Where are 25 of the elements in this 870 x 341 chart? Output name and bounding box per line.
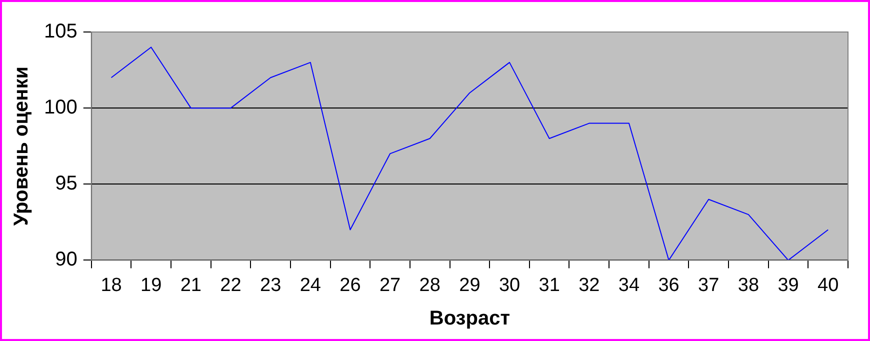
x-tick-label: 26 <box>340 274 361 296</box>
y-tick-label: 100 <box>44 96 78 119</box>
x-tick-label: 24 <box>300 274 322 296</box>
x-tick-label: 28 <box>419 274 440 296</box>
x-tick-label: 23 <box>260 274 282 296</box>
x-tick-label: 38 <box>738 274 760 296</box>
x-tick-label: 32 <box>578 274 600 296</box>
y-tick-label: 90 <box>55 248 78 271</box>
x-tick-label: 21 <box>180 274 202 296</box>
x-tick-label: 22 <box>220 274 242 296</box>
y-tick-label: 95 <box>55 172 78 195</box>
x-tick-label: 31 <box>538 274 560 296</box>
x-axis-title: Возраст <box>429 308 510 330</box>
x-tick-label: 34 <box>618 274 640 296</box>
y-tick-label: 105 <box>44 20 78 43</box>
x-tick-label: 39 <box>778 274 799 296</box>
x-tick-label: 30 <box>498 274 520 296</box>
x-tick-label: 19 <box>140 274 162 296</box>
x-tick-label: 29 <box>459 274 480 296</box>
x-tick-label: 36 <box>658 274 680 296</box>
y-axis-title: Уровень оценки <box>10 66 33 226</box>
x-tick-label: 18 <box>100 274 122 296</box>
x-tick-label: 40 <box>818 274 839 296</box>
x-tick-label: 37 <box>698 274 720 296</box>
x-tick-label: 27 <box>379 274 401 296</box>
